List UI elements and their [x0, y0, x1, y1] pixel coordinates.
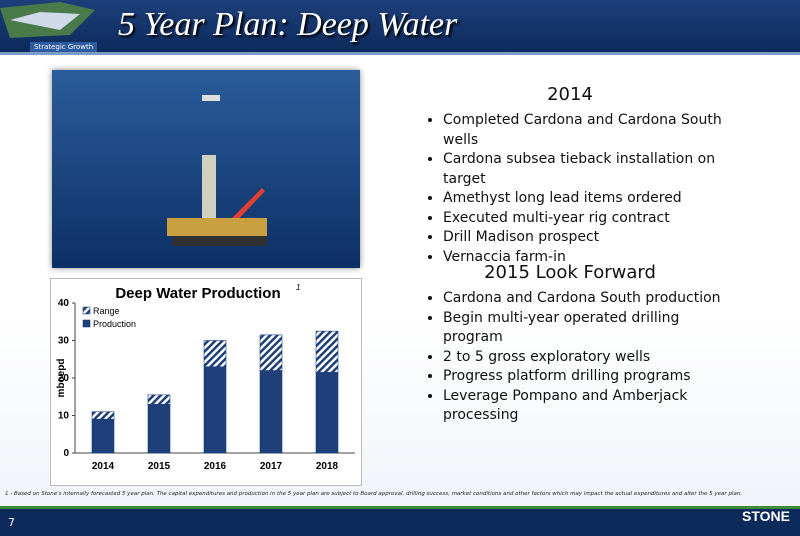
rig-photo	[52, 70, 360, 268]
bullet: Cardona subsea tieback installation on t…	[443, 150, 725, 189]
bullet: Executed multi-year rig contract	[443, 209, 725, 229]
y-tick-label: 0	[63, 448, 69, 459]
section-tag: Strategic Growth	[30, 42, 98, 52]
x-tick-label: 2016	[204, 461, 227, 472]
bullet: Vernaccia farm-in	[443, 248, 725, 268]
bar-segment	[203, 366, 227, 454]
bullet: 2 to 5 gross exploratory wells	[443, 348, 725, 368]
bar-segment	[91, 418, 115, 454]
bar-segment	[203, 340, 227, 368]
y-tick-label: 40	[58, 298, 70, 309]
bar-segment	[91, 411, 115, 420]
footnote-marker: 1	[296, 283, 300, 292]
y-axis-label: mboepd	[56, 359, 67, 398]
y-tick-label: 20	[58, 373, 70, 384]
section-2015: 2015 Look Forward Cardona and Cardona So…	[415, 262, 725, 426]
legend-label: Production	[93, 319, 136, 329]
bullet: Leverage Pompano and Amberjack processin…	[443, 387, 725, 426]
legend-swatch	[82, 306, 91, 315]
bar-segment	[315, 372, 339, 454]
x-tick-label: 2015	[148, 461, 171, 472]
chart-title: Deep Water Production	[115, 285, 280, 302]
section-heading: 2014	[547, 84, 593, 105]
bar-segment	[147, 394, 171, 405]
slide-title: 5 Year Plan: Deep Water	[118, 6, 458, 43]
x-tick-label: 2017	[260, 461, 283, 472]
legend-label: Range	[93, 306, 120, 316]
chart: Deep Water Production 1 mboepd 0 10 20 30 40…	[50, 278, 362, 486]
x-tick-label: 2018	[316, 461, 339, 472]
bullet: Cardona and Cardona South production	[443, 289, 725, 309]
page-number: 7	[8, 516, 15, 529]
bullet: Progress platform drilling programs	[443, 367, 725, 387]
bullet: Amethyst long lead items ordered	[443, 189, 725, 209]
y-tick-label: 10	[58, 411, 70, 422]
bullet-list: Completed Cardona and Cardona South well…	[415, 111, 725, 267]
x-tick-label: 2014	[92, 461, 115, 472]
bullet: Begin multi-year operated drilling progr…	[443, 309, 725, 348]
company-logo: STONE	[742, 508, 790, 524]
bar-segment	[315, 330, 339, 373]
header-bar	[0, 0, 800, 55]
footer-bar	[0, 506, 800, 536]
logo-emblem	[0, 2, 95, 38]
section-2014: 2014 Completed Cardona and Cardona South…	[415, 84, 725, 267]
bar-segment	[259, 334, 283, 371]
bullet: Drill Madison prospect	[443, 228, 725, 248]
bullet-list: Cardona and Cardona South productionBegi…	[415, 289, 725, 426]
section-heading: 2015 Look Forward	[484, 262, 656, 283]
footnote: 1 - Based on Stone's internally forecast…	[5, 491, 743, 497]
bar-segment	[147, 403, 171, 454]
legend-swatch	[82, 319, 91, 328]
y-tick-label: 30	[58, 336, 70, 347]
bar-segment	[259, 370, 283, 454]
bullet: Completed Cardona and Cardona South well…	[443, 111, 725, 150]
